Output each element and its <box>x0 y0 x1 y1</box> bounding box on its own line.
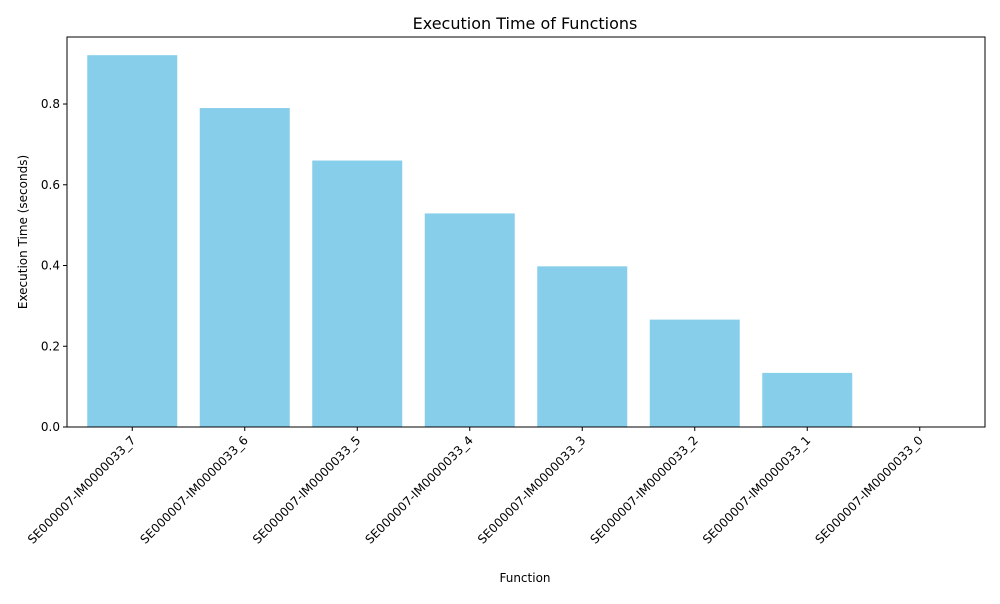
bar-4 <box>537 266 628 427</box>
x-axis-ticks: SE000007-IM0000033_7 SE000007-IM0000033_6… <box>25 427 926 547</box>
y-tick-label: 0.4 <box>41 259 60 273</box>
x-tick-label: SE000007-IM0000033_1 <box>700 433 813 546</box>
x-tick-label: SE000007-IM0000033_5 <box>250 433 363 546</box>
x-tick-label: SE000007-IM0000033_6 <box>138 433 251 546</box>
chart-title: Execution Time of Functions <box>413 14 638 33</box>
plot-frame <box>66 36 986 428</box>
y-tick-label: 0.8 <box>41 97 60 111</box>
x-tick-label: SE000007-IM0000033_2 <box>588 433 701 546</box>
bar-group <box>87 55 853 428</box>
y-tick-label: 0.2 <box>41 339 60 353</box>
y-tick-label: 0.0 <box>41 420 60 434</box>
x-tick-label: SE000007-IM0000033_7 <box>25 433 138 546</box>
x-tick-label: SE000007-IM0000033_0 <box>813 433 926 546</box>
bar-6 <box>762 372 853 427</box>
y-tick-label: 0.6 <box>41 178 60 192</box>
bar-2 <box>312 160 403 427</box>
bar-3 <box>424 213 515 427</box>
bar-1 <box>199 108 290 427</box>
y-axis-label: Execution Time (seconds) <box>16 155 30 309</box>
bar-0 <box>87 55 178 428</box>
y-axis-ticks: 0.0 0.2 0.4 0.6 0.8 <box>41 97 67 434</box>
x-tick-label: SE000007-IM0000033_4 <box>363 433 476 546</box>
bar-5 <box>649 319 740 427</box>
x-tick-label: SE000007-IM0000033_3 <box>475 433 588 546</box>
x-axis-label: Function <box>499 571 550 585</box>
